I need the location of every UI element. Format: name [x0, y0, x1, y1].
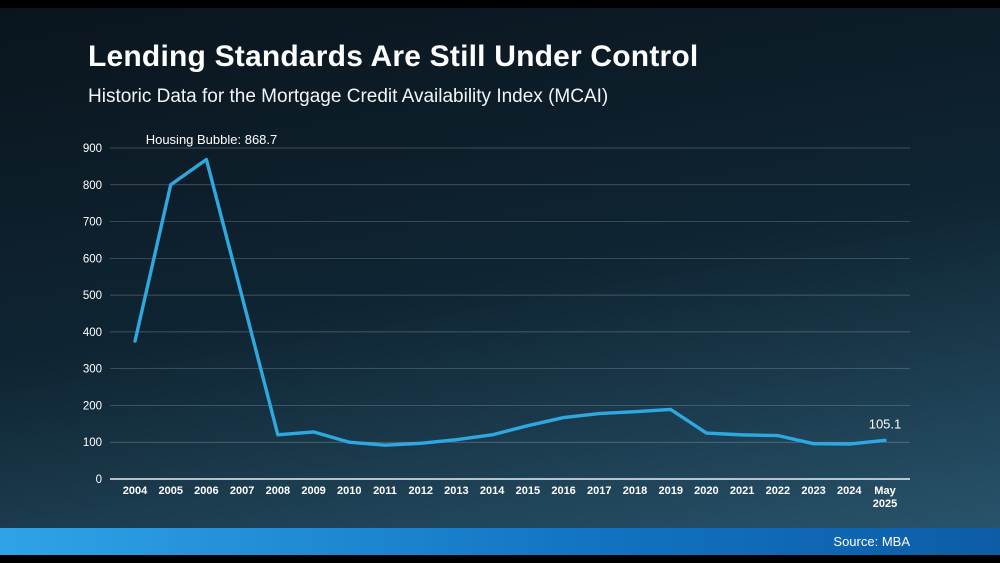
source-credit: Source: MBA	[833, 534, 910, 549]
svg-text:200: 200	[83, 400, 102, 412]
svg-text:2018: 2018	[623, 485, 647, 497]
svg-text:600: 600	[83, 253, 102, 265]
bottom-letterbox-bar	[0, 555, 1000, 563]
svg-text:2019: 2019	[658, 485, 682, 497]
svg-text:2011: 2011	[373, 485, 397, 497]
svg-text:800: 800	[83, 180, 102, 192]
svg-text:2014: 2014	[480, 485, 505, 497]
svg-text:2021: 2021	[730, 485, 754, 497]
chart-canvas: 0 100 200 300 400 500 600 700 800 900 2004 2005 2006…	[83, 135, 910, 510]
svg-text:2017: 2017	[587, 485, 611, 497]
slide-subtitle: Historic Data for the Mortgage Credit Av…	[88, 86, 609, 107]
svg-text:300: 300	[83, 364, 102, 376]
svg-text:2015: 2015	[516, 485, 540, 497]
svg-text:500: 500	[83, 290, 102, 302]
svg-text:2010: 2010	[337, 485, 361, 497]
svg-text:2022: 2022	[766, 485, 790, 497]
svg-text:2024: 2024	[837, 485, 862, 497]
svg-text:100: 100	[83, 437, 102, 449]
svg-text:2020: 2020	[694, 485, 718, 497]
svg-text:2006: 2006	[194, 485, 218, 497]
mcai-line-chart: 0 100 200 300 400 500 600 700 800 900 2004 2005 2006…	[75, 135, 920, 520]
svg-text:2005: 2005	[158, 485, 182, 497]
svg-text:400: 400	[83, 327, 102, 339]
svg-text:700: 700	[83, 217, 102, 229]
svg-text:Housing Bubble: 868.7: Housing Bubble: 868.7	[146, 135, 278, 147]
svg-text:2008: 2008	[266, 485, 290, 497]
svg-text:900: 900	[83, 143, 102, 155]
svg-text:2013: 2013	[444, 485, 468, 497]
footer-bar: Source: MBA	[0, 528, 1000, 555]
top-letterbox-bar	[0, 0, 1000, 8]
svg-text:2009: 2009	[301, 485, 325, 497]
svg-text:2007: 2007	[230, 485, 254, 497]
slide-title: Lending Standards Are Still Under Contro…	[88, 40, 699, 73]
svg-text:0: 0	[96, 474, 102, 486]
svg-text:2016: 2016	[551, 485, 575, 497]
svg-text:105.1: 105.1	[869, 416, 902, 431]
svg-text:2004: 2004	[123, 485, 148, 497]
svg-text:2023: 2023	[801, 485, 825, 497]
svg-text:2012: 2012	[408, 485, 432, 497]
